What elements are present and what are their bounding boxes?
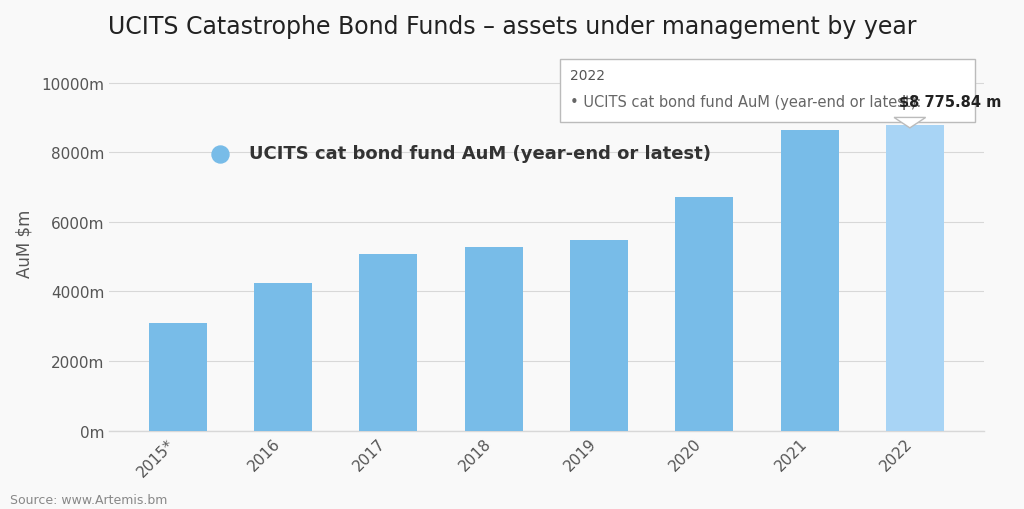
Bar xyxy=(465,248,522,431)
Bar xyxy=(886,126,944,431)
Bar xyxy=(781,130,839,431)
FancyBboxPatch shape xyxy=(559,60,975,123)
Polygon shape xyxy=(894,118,926,129)
Bar xyxy=(254,284,312,431)
Bar xyxy=(359,254,418,431)
Text: 2022: 2022 xyxy=(570,69,605,83)
Text: • UCITS cat bond fund AuM (year-end or latest):: • UCITS cat bond fund AuM (year-end or l… xyxy=(570,95,926,110)
Bar xyxy=(570,240,628,431)
Text: Source: www.Artemis.bm: Source: www.Artemis.bm xyxy=(10,494,168,506)
Text: $8 775.84 m: $8 775.84 m xyxy=(899,95,1001,110)
Bar xyxy=(148,323,207,431)
Text: UCITS Catastrophe Bond Funds – assets under management by year: UCITS Catastrophe Bond Funds – assets un… xyxy=(108,15,916,39)
Bar xyxy=(676,197,733,431)
Y-axis label: AuM $m: AuM $m xyxy=(15,209,33,277)
Legend: UCITS cat bond fund AuM (year-end or latest): UCITS cat bond fund AuM (year-end or lat… xyxy=(197,139,717,168)
